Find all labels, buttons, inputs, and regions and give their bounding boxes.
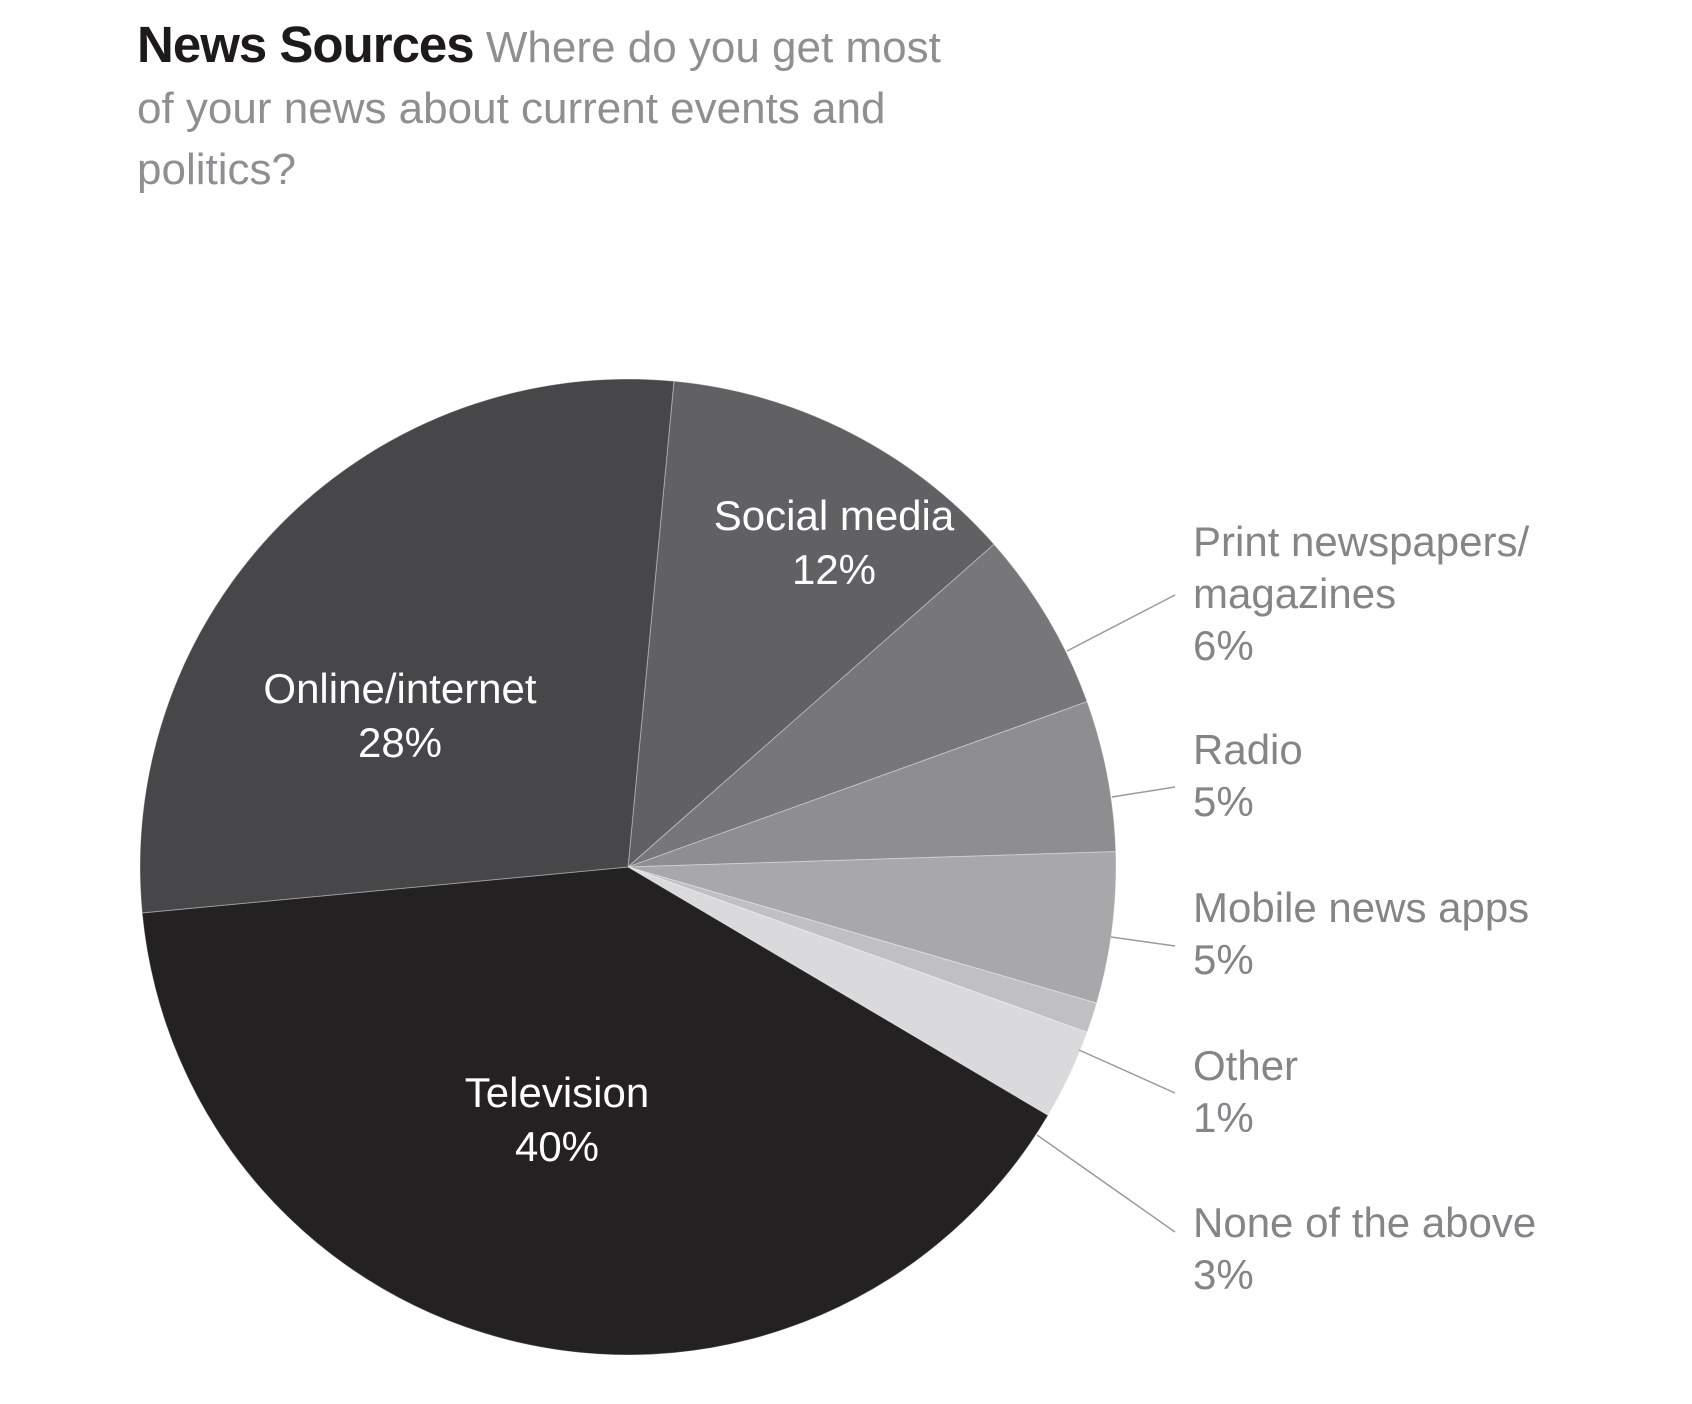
pie-slice-radio (627, 701, 1117, 868)
slice-value-label: 5% (1193, 936, 1254, 983)
slice-value-label: 12% (792, 546, 876, 593)
slice-label-mobile-news-apps: Mobile news apps 5% (1193, 884, 1529, 983)
leader-lines (1036, 594, 1176, 1233)
slice-value-label: 6% (1193, 622, 1254, 669)
leader-line-print-newspapers-magazines (1066, 594, 1176, 652)
slice-name-label: Mobile news apps (1193, 884, 1529, 931)
chart-subtitle: Where do you get most of your news about… (137, 23, 941, 194)
slice-labels: Social media 12% Print newspapers/magazine… (263, 492, 1536, 1298)
pie-slice-online-internet (139, 378, 675, 914)
slice-label-none-of-the-above: None of the above 3% (1193, 1199, 1536, 1298)
slice-value-label: 28% (358, 719, 442, 766)
pie-slice-mobile-news-apps (627, 851, 1117, 1004)
slice-value-label: 40% (515, 1123, 599, 1170)
leader-line-mobile-news-apps (1110, 936, 1176, 947)
slice-label-online-internet: Online/internet 28% (263, 665, 536, 766)
slice-label-radio: Radio 5% (1193, 726, 1303, 825)
pie-slice-television (141, 866, 1049, 1356)
slice-value-label: 3% (1193, 1251, 1254, 1298)
slice-name-label: Other (1193, 1042, 1298, 1089)
slice-label-other: Other 1% (1193, 1042, 1298, 1141)
pie-slice-social-media (627, 380, 995, 869)
pie-slice-none-of-the-above (627, 866, 1088, 1117)
pie-slice-other (627, 866, 1098, 1033)
slice-label-television: Television 40% (465, 1069, 649, 1170)
pie-slices (139, 378, 1117, 1356)
leader-line-none-of-the-above (1036, 1134, 1176, 1233)
chart-title: News Sources (137, 16, 475, 73)
slice-value-label: 1% (1193, 1094, 1254, 1141)
slice-label-print-newspapers-magazines: Print newspapers/magazines 6% (1193, 518, 1529, 669)
slice-name-label: None of the above (1193, 1199, 1536, 1246)
slice-name-label: Print newspapers/ (1193, 518, 1529, 565)
slice-name-label: Radio (1193, 726, 1303, 773)
slice-name-label: Social media (714, 492, 955, 539)
slice-name-label: Online/internet (263, 665, 536, 712)
slice-label-social-media: Social media 12% (714, 492, 955, 593)
leader-line-radio (1111, 786, 1176, 798)
leader-line-other (1078, 1049, 1176, 1094)
slice-value-label: 5% (1193, 778, 1254, 825)
chart-header: News Sources Where do you get most of yo… (137, 14, 977, 200)
slice-name-label: magazines (1193, 570, 1396, 617)
pie-slice-print-newspapers-magazines (627, 543, 1088, 868)
slice-name-label: Television (465, 1069, 649, 1116)
